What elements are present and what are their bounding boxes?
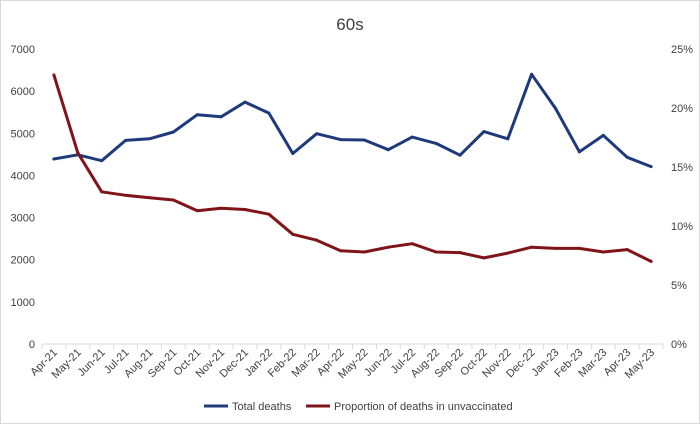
data-point bbox=[195, 209, 199, 213]
x-tick-label: Jun-21 bbox=[76, 347, 108, 379]
data-point bbox=[482, 130, 486, 134]
data-point bbox=[267, 111, 271, 115]
left-tick-label: 0 bbox=[29, 339, 35, 351]
legend-label: Total deaths bbox=[232, 401, 292, 413]
data-point bbox=[171, 130, 175, 134]
left-tick-label: 3000 bbox=[11, 213, 35, 225]
left-tick-label: 1000 bbox=[11, 297, 35, 309]
data-point bbox=[530, 72, 534, 76]
data-point bbox=[315, 132, 319, 136]
series-line bbox=[52, 73, 653, 263]
data-point bbox=[171, 198, 175, 202]
right-tick-label: 15% bbox=[671, 162, 693, 174]
series-layer bbox=[52, 72, 653, 263]
data-point bbox=[649, 165, 653, 169]
data-point bbox=[554, 246, 558, 250]
data-point bbox=[649, 259, 653, 263]
data-point bbox=[147, 196, 151, 200]
data-point bbox=[243, 207, 247, 211]
data-point bbox=[458, 153, 462, 157]
data-point bbox=[434, 250, 438, 254]
data-point bbox=[506, 251, 510, 255]
data-point bbox=[362, 250, 366, 254]
data-point bbox=[52, 157, 56, 161]
left-tick-label: 2000 bbox=[11, 255, 35, 267]
left-tick-label: 4000 bbox=[11, 170, 35, 182]
data-point bbox=[243, 100, 247, 104]
left-tick-label: 6000 bbox=[11, 86, 35, 98]
data-point bbox=[530, 245, 534, 249]
data-point bbox=[124, 193, 128, 197]
data-point bbox=[219, 206, 223, 210]
data-point bbox=[219, 115, 223, 119]
data-point bbox=[410, 242, 414, 246]
data-point bbox=[76, 151, 80, 155]
data-point bbox=[147, 137, 151, 141]
x-axis: Apr-21May-21Jun-21Jul-21Aug-21Sep-21Oct-… bbox=[28, 343, 664, 381]
legend: Total deaths Proportion of deaths in unva… bbox=[204, 401, 513, 413]
data-point bbox=[554, 106, 558, 110]
left-axis: 0 1000 2000 3000 4000 5000 6000 7000 bbox=[11, 44, 35, 351]
left-tick-label: 5000 bbox=[11, 128, 35, 140]
legend-label: Proportion of deaths in unvaccinated bbox=[334, 401, 513, 413]
data-point bbox=[386, 148, 390, 152]
right-tick-label: 25% bbox=[671, 44, 693, 56]
right-tick-label: 0% bbox=[671, 339, 687, 351]
data-point bbox=[625, 155, 629, 159]
right-tick-label: 20% bbox=[671, 103, 693, 115]
x-tick-label: Jun-22 bbox=[362, 347, 394, 379]
data-point bbox=[52, 73, 56, 77]
data-point bbox=[625, 248, 629, 252]
data-point bbox=[482, 256, 486, 260]
data-point bbox=[577, 246, 581, 250]
right-axis: 0% 5% 10% 15% 20% 25% bbox=[671, 44, 693, 351]
data-point bbox=[458, 251, 462, 255]
chart-title: 60s bbox=[336, 15, 363, 34]
data-point bbox=[386, 245, 390, 249]
data-point bbox=[339, 249, 343, 253]
right-tick-label: 5% bbox=[671, 280, 687, 292]
data-point bbox=[601, 133, 605, 137]
data-point bbox=[124, 138, 128, 142]
data-point bbox=[315, 238, 319, 242]
data-point bbox=[506, 137, 510, 141]
data-point bbox=[362, 138, 366, 142]
data-point bbox=[577, 150, 581, 154]
left-tick-label: 7000 bbox=[11, 44, 35, 56]
data-point bbox=[100, 190, 104, 194]
data-point bbox=[291, 152, 295, 156]
data-point bbox=[601, 250, 605, 254]
data-point bbox=[434, 141, 438, 145]
data-point bbox=[195, 113, 199, 117]
data-point bbox=[100, 159, 104, 163]
data-point bbox=[267, 212, 271, 216]
data-point bbox=[339, 138, 343, 142]
data-point bbox=[410, 135, 414, 139]
series-line bbox=[52, 72, 653, 169]
right-tick-label: 10% bbox=[671, 221, 693, 233]
data-point bbox=[291, 232, 295, 236]
